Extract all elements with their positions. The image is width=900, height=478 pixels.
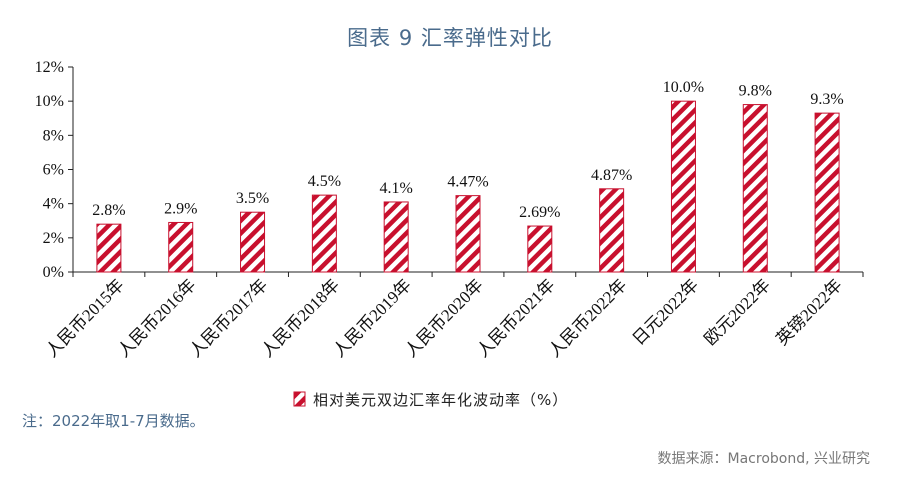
bar xyxy=(814,112,840,273)
y-tick-label: 0% xyxy=(43,264,64,281)
data-label: 3.5% xyxy=(236,190,269,207)
data-label: 4.87% xyxy=(591,167,632,184)
y-tick-label: 10% xyxy=(35,93,64,110)
data-label: 2.69% xyxy=(519,204,560,221)
legend-swatch xyxy=(293,391,306,407)
y-tick-label: 8% xyxy=(43,127,64,144)
data-label: 4.5% xyxy=(308,173,341,190)
bar xyxy=(383,201,409,273)
bars: 2.8%人民币2015年2.9%人民币2016年3.5%人民币2017年4.5%… xyxy=(42,79,846,361)
legend: 相对美元双边汇率年化波动率（%） xyxy=(293,391,568,409)
data-label: 2.9% xyxy=(164,200,197,217)
y-tick-label: 4% xyxy=(43,196,64,213)
data-label: 4.1% xyxy=(380,180,413,197)
data-label: 2.8% xyxy=(92,202,125,219)
category-label: 欧元2022年 xyxy=(701,275,775,349)
y-tick-label: 12% xyxy=(35,59,64,76)
y-tick-label: 2% xyxy=(43,230,64,247)
chart-title: 图表 9 汇率弹性对比 xyxy=(347,26,553,50)
data-label: 9.3% xyxy=(810,91,843,108)
category-label: 英镑2022年 xyxy=(772,275,846,349)
bar xyxy=(311,194,337,273)
footnote: 注：2022年取1-7月数据。 xyxy=(22,412,205,430)
bar xyxy=(168,221,194,273)
bar xyxy=(599,188,625,273)
data-label: 4.47% xyxy=(447,174,488,191)
bar xyxy=(527,225,553,273)
category-label: 日元2022年 xyxy=(629,275,703,349)
bar xyxy=(96,223,122,273)
bar xyxy=(742,104,768,273)
data-label: 9.8% xyxy=(739,83,772,100)
bar xyxy=(670,100,696,273)
legend-label: 相对美元双边汇率年化波动率（%） xyxy=(313,391,568,409)
data-source: 数据来源：Macrobond, 兴业研究 xyxy=(657,451,870,467)
data-label: 10.0% xyxy=(663,79,704,96)
bar xyxy=(240,211,266,273)
bar xyxy=(455,195,481,273)
y-tick-label: 6% xyxy=(43,162,64,179)
